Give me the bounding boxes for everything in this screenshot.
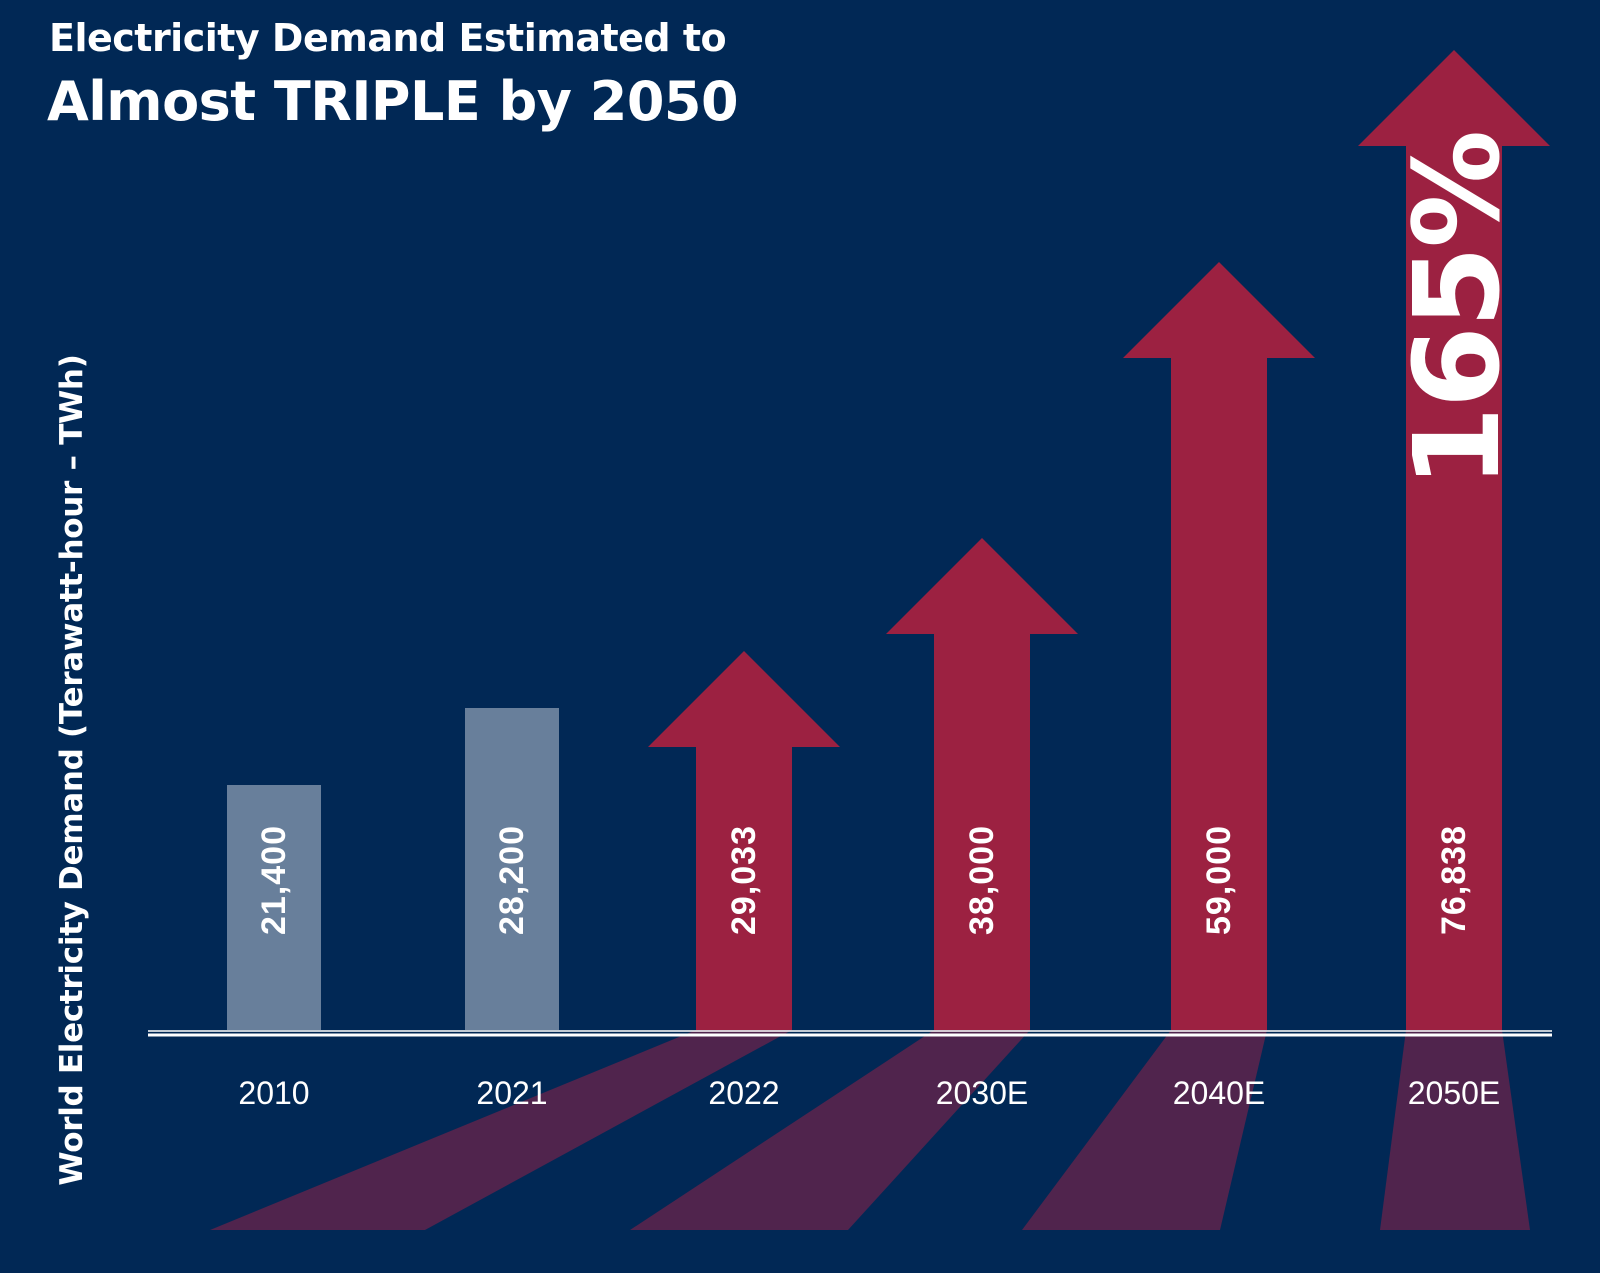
value-label-2021: 28,200	[493, 825, 531, 935]
tick-label-2010: 2010	[238, 1075, 309, 1111]
arrow-shadow	[1380, 1030, 1530, 1230]
tick-label-2022: 2022	[708, 1075, 779, 1111]
tick-label-2040E: 2040E	[1173, 1075, 1266, 1111]
value-label-2022: 29,033	[725, 825, 763, 935]
arrow-shadow	[630, 1030, 1030, 1230]
arrow-2030E	[886, 538, 1078, 1030]
value-label-2050E: 76,838	[1435, 825, 1473, 935]
tick-label-2050E: 2050E	[1408, 1075, 1501, 1111]
chart-title-line1: Electricity Demand Estimated to	[49, 16, 727, 60]
arrow-2022	[648, 651, 840, 1030]
arrow-2040E	[1123, 262, 1315, 1030]
arrow-shadow	[210, 1030, 792, 1230]
chart-title-line2: Almost TRIPLE by 2050	[47, 70, 739, 133]
bar-2010	[227, 785, 321, 1030]
arrow-2050E	[1358, 50, 1550, 1030]
bar-2021	[465, 708, 559, 1030]
tick-label-2021: 2021	[476, 1075, 547, 1111]
growth-annotation: 165%	[1388, 132, 1526, 489]
value-label-2010: 21,400	[255, 825, 293, 935]
shadow-layer	[210, 1030, 1530, 1230]
value-label-2030E: 38,000	[963, 825, 1001, 935]
x-axis	[148, 1030, 1552, 1037]
marks-layer	[227, 50, 1550, 1030]
arrow-shadow	[1022, 1030, 1267, 1230]
value-label-2040E: 59,000	[1200, 825, 1238, 935]
tick-label-2030E: 2030E	[936, 1075, 1029, 1111]
labels-layer: 21,400 2010 28,200 2021 29,033 2022 38,000 2030…	[238, 132, 1526, 1111]
